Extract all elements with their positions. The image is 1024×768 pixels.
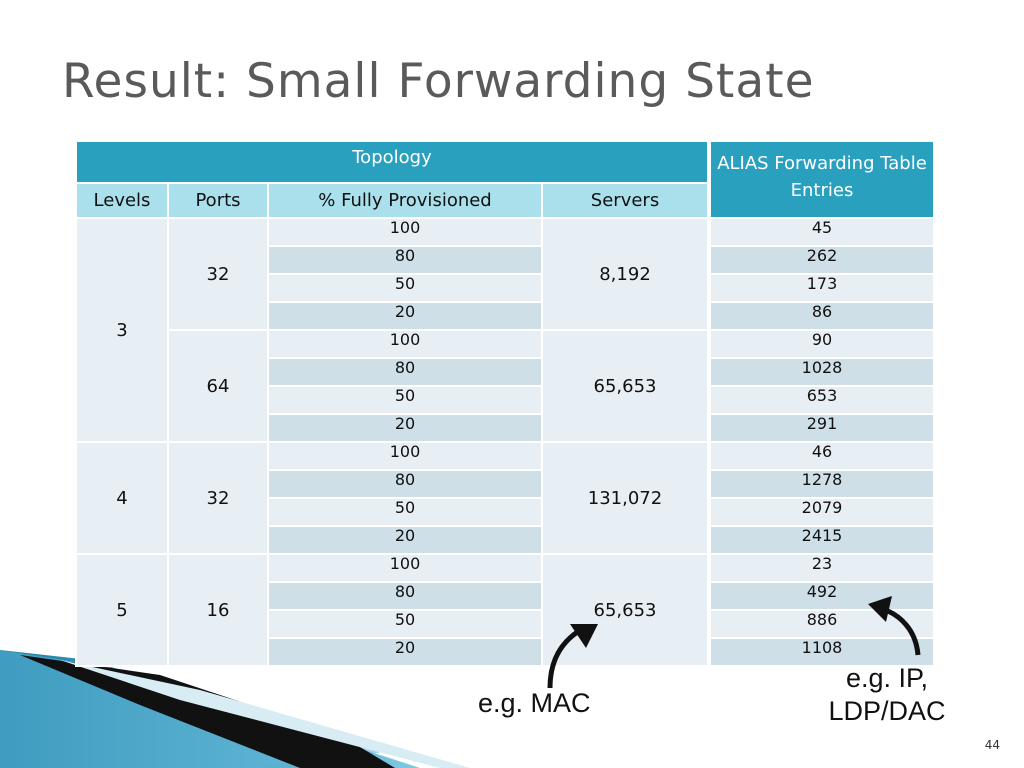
alias-entries-cell: 2079 <box>709 497 935 527</box>
forwarding-state-table: Topology ALIAS Forwarding Table Entries … <box>75 140 935 667</box>
table-row: 80 492 <box>76 581 935 611</box>
alias-entries-cell: 291 <box>709 413 935 443</box>
provisioned-cell: 100 <box>267 329 543 359</box>
servers-cell: 65,653 <box>541 553 709 667</box>
provisioned-cell: 50 <box>267 385 543 415</box>
levels-cell: 4 <box>75 441 169 555</box>
provisioned-cell: 20 <box>267 525 543 555</box>
provisioned-cell: 100 <box>267 441 543 471</box>
column-header-ports: Ports <box>167 182 269 219</box>
provisioned-cell: 50 <box>267 273 543 303</box>
table-body: 3 32 100 8,192 45 80 262 50 173 20 86 64 100 65,653 90… <box>75 217 935 667</box>
servers-cell: 8,192 <box>541 217 709 331</box>
provisioned-cell: 20 <box>267 413 543 443</box>
provisioned-cell: 50 <box>267 497 543 527</box>
column-header-levels: Levels <box>75 182 169 219</box>
alias-entries-cell: 1108 <box>709 637 935 667</box>
topology-header: Topology <box>75 140 709 184</box>
table-row: 64 100 65,653 90 <box>76 329 935 443</box>
provisioned-cell: 50 <box>267 609 543 639</box>
ip-note: e.g. IP, LDP/DAC <box>808 662 966 728</box>
provisioned-cell: 80 <box>267 245 543 275</box>
table-row: 20 2415 <box>76 525 935 555</box>
provisioned-cell: 80 <box>267 357 543 387</box>
table-row: 50 2079 <box>76 497 935 527</box>
alias-entries-cell: 86 <box>709 301 935 331</box>
table-row: 50 173 <box>76 273 935 303</box>
provisioned-cell: 80 <box>267 581 543 611</box>
levels-cell: 3 <box>75 217 169 443</box>
table-row: 80 1028 <box>76 357 935 387</box>
alias-entries-cell: 1278 <box>709 469 935 499</box>
arrowhead-icon <box>868 596 892 622</box>
alias-entries-cell: 23 <box>709 553 935 583</box>
ip-note-line2: LDP/DAC <box>828 696 946 726</box>
ports-cell: 16 <box>167 553 269 667</box>
table-row: 3 32 100 8,192 45 <box>75 217 935 443</box>
provisioned-cell: 80 <box>267 469 543 499</box>
servers-cell: 65,653 <box>541 329 709 443</box>
alias-entries-cell: 2415 <box>709 525 935 555</box>
table-row: 5 16 100 65,653 23 <box>75 553 935 667</box>
alias-entries-cell: 653 <box>709 385 935 415</box>
table-row: 80 1278 <box>76 469 935 499</box>
alias-entries-cell: 1028 <box>709 357 935 387</box>
mac-note: e.g. MAC <box>478 688 591 718</box>
table-row: 20 1108 <box>76 637 935 667</box>
table-row: 4 32 100 131,072 46 <box>75 441 935 555</box>
table-row: 80 262 <box>76 245 935 275</box>
provisioned-cell: 20 <box>267 301 543 331</box>
column-header-provisioned: % Fully Provisioned <box>267 182 543 219</box>
ip-note-line1: e.g. IP, <box>845 663 929 693</box>
alias-entries-cell: 262 <box>709 245 935 275</box>
table-row: 20 86 <box>76 301 935 331</box>
servers-cell: 131,072 <box>541 441 709 555</box>
alias-entries-cell: 492 <box>709 581 935 611</box>
ports-cell: 32 <box>167 441 269 555</box>
provisioned-cell: 100 <box>267 553 543 583</box>
arrowhead-icon <box>570 624 598 648</box>
alias-entries-cell: 173 <box>709 273 935 303</box>
slide-title: Result: Small Forwarding State <box>62 54 815 109</box>
provisioned-cell: 20 <box>267 637 543 667</box>
table-row: 50 653 <box>76 385 935 415</box>
page-number: 44 <box>984 738 1000 752</box>
alias-entries-cell: 46 <box>709 441 935 471</box>
ports-cell: 64 <box>167 329 269 443</box>
alias-header: ALIAS Forwarding Table Entries <box>709 140 935 219</box>
ports-cell: 32 <box>167 217 269 331</box>
levels-cell: 5 <box>75 553 169 667</box>
provisioned-cell: 100 <box>267 217 543 247</box>
alias-entries-cell: 90 <box>709 329 935 359</box>
table-row: 20 291 <box>76 413 935 443</box>
alias-entries-cell: 45 <box>709 217 935 247</box>
column-header-servers: Servers <box>541 182 709 219</box>
